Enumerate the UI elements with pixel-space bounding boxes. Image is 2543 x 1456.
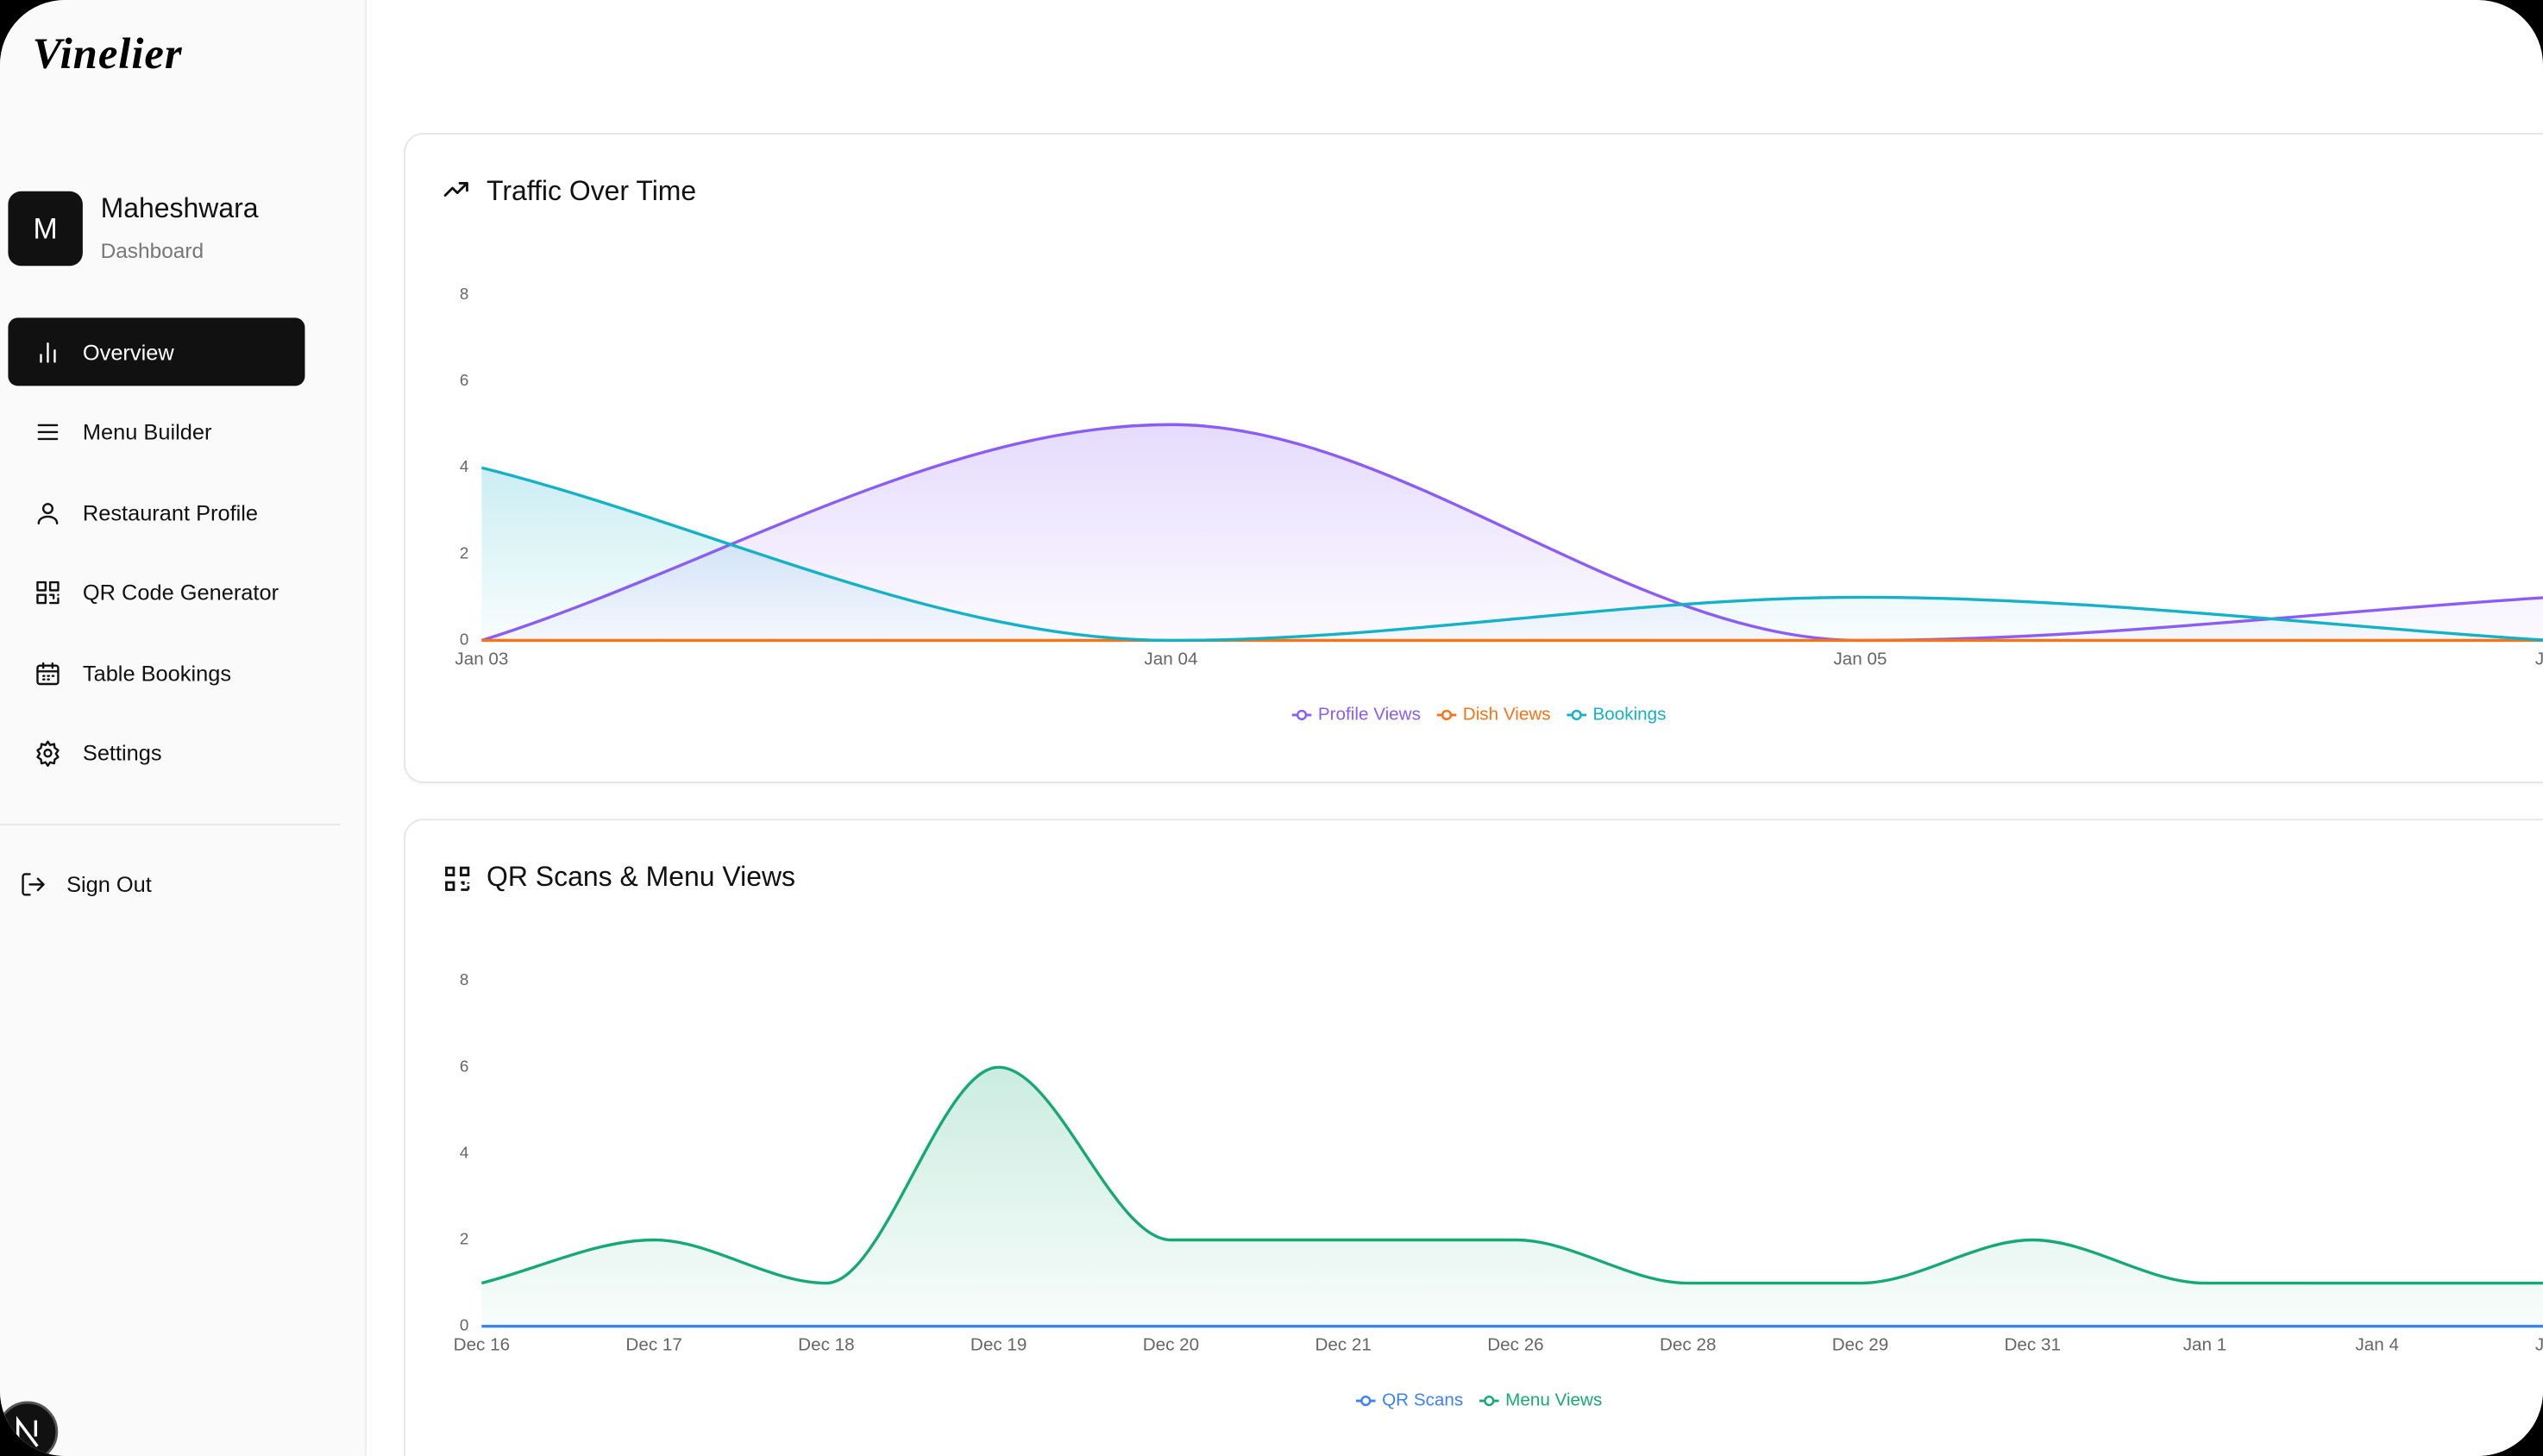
nav-item[interactable]: Table Bookings	[8, 639, 305, 707]
card	[404, 133, 2543, 783]
legend-label: Profile Views	[1318, 704, 1421, 724]
nav-item[interactable]: QR Code Generator	[8, 558, 305, 626]
x-tick-label: Jan 1	[2183, 1335, 2227, 1355]
legend-item: Menu Views	[1479, 1390, 1602, 1410]
y-tick-label: 0	[460, 630, 468, 648]
icon	[40, 342, 56, 362]
dev-badge[interactable]	[0, 1397, 61, 1456]
x-tick-label: Jan 05	[1833, 649, 1887, 668]
y-tick-label: 4	[460, 1143, 468, 1161]
x-tick-label: Dec 29	[1832, 1335, 1888, 1355]
nav-item[interactable]: Menu Builder	[8, 398, 305, 466]
divider	[0, 823, 341, 825]
y-tick-label: 4	[460, 457, 468, 475]
icon	[36, 739, 60, 767]
y-tick-label: 6	[460, 371, 468, 389]
card	[404, 819, 2543, 1456]
user-role: Dashboard	[100, 238, 204, 263]
title-icon	[443, 181, 468, 197]
nav-label: QR Code Generator	[82, 579, 279, 605]
legend: QR Scans Menu Views	[1356, 1390, 1602, 1410]
legend-swatch	[1571, 709, 1582, 721]
nav-label: Sign Out	[66, 871, 152, 896]
y-tick-label: 8	[460, 285, 468, 303]
y-tick-label: 2	[460, 543, 468, 562]
nav-label: Restaurant Profile	[82, 499, 259, 525]
x-tick-label: Dec 19	[970, 1335, 1027, 1355]
x-tick-label: Jan	[2535, 649, 2543, 668]
area	[481, 1067, 2543, 1327]
chart-title: Traffic Over Time	[487, 175, 696, 206]
icon	[36, 661, 60, 685]
nav-label: Menu Builder	[82, 418, 212, 444]
legend-label: Bookings	[1592, 704, 1666, 724]
title-icon	[445, 866, 470, 891]
legend-item: QR Scans	[1356, 1390, 1463, 1410]
legend-item: Profile Views	[1291, 704, 1421, 724]
legend: Profile Views Dish Views Bookings	[1291, 704, 1666, 724]
legend-swatch	[1296, 709, 1308, 721]
x-tick-label: Jan 03	[455, 649, 508, 668]
icon	[36, 580, 60, 604]
chart: Traffic Over Time 0 2 4 6 8 Jan 03 Jan 04 Jan 05…	[443, 175, 2543, 724]
sign-out[interactable]: Sign Out	[0, 850, 297, 918]
y-tick-label: 6	[460, 1057, 468, 1075]
area	[481, 468, 2543, 641]
legend-swatch	[1441, 709, 1453, 721]
x-tick-label: Dec 31	[2005, 1335, 2061, 1355]
x-tick-label: Dec 17	[625, 1335, 681, 1355]
x-tick-label: Dec 28	[1660, 1335, 1716, 1355]
nav-label: Table Bookings	[82, 660, 232, 686]
x-tick-label: Dec 16	[454, 1335, 510, 1355]
nav-item[interactable]: Overview	[8, 317, 305, 386]
line	[480, 1065, 2543, 1285]
legend-swatch	[1484, 1395, 1495, 1407]
avatar: M	[8, 191, 83, 267]
legend-item: Bookings	[1567, 704, 1666, 724]
user-name: Maheshwara	[100, 192, 259, 224]
x-tick-label: Jan 4	[2355, 1335, 2399, 1355]
chart: QR Scans & Menu Views 0 2 4 6 8 Dec 16 Dec 17 De…	[445, 861, 2543, 1410]
icon	[37, 423, 59, 440]
legend-item: Dish Views	[1436, 704, 1551, 724]
x-tick-label: Dec 20	[1143, 1335, 1199, 1355]
icon	[37, 502, 59, 524]
nav-item[interactable]: Restaurant Profile	[8, 479, 305, 547]
brand-logo[interactable]: Vinelier	[32, 28, 183, 78]
nav-label: Settings	[82, 740, 162, 765]
legend-label: Menu Views	[1505, 1390, 1602, 1410]
x-tick-label: Dec 18	[798, 1335, 854, 1355]
nav-item[interactable]: Settings	[8, 719, 305, 787]
icon	[22, 872, 45, 895]
sidebar: Vinelier M Maheshwara Dashboard Overview…	[0, 0, 367, 1456]
y-tick-label: 2	[460, 1229, 468, 1247]
nav-label: Overview	[82, 339, 174, 364]
legend-label: Dish Views	[1463, 704, 1551, 724]
x-tick-label: Jan 04	[1144, 649, 1197, 668]
legend-label: QR Scans	[1382, 1390, 1463, 1410]
line	[480, 466, 2543, 643]
line	[480, 423, 2543, 643]
y-tick-label: 0	[460, 1316, 468, 1334]
chart-title: QR Scans & Menu Views	[487, 861, 795, 892]
y-tick-label: 8	[460, 970, 468, 988]
x-tick-label: Dec 21	[1315, 1335, 1371, 1355]
legend-swatch	[1360, 1395, 1372, 1407]
x-tick-label: Dec 26	[1487, 1335, 1543, 1355]
x-tick-label: Jan	[2535, 1335, 2543, 1355]
